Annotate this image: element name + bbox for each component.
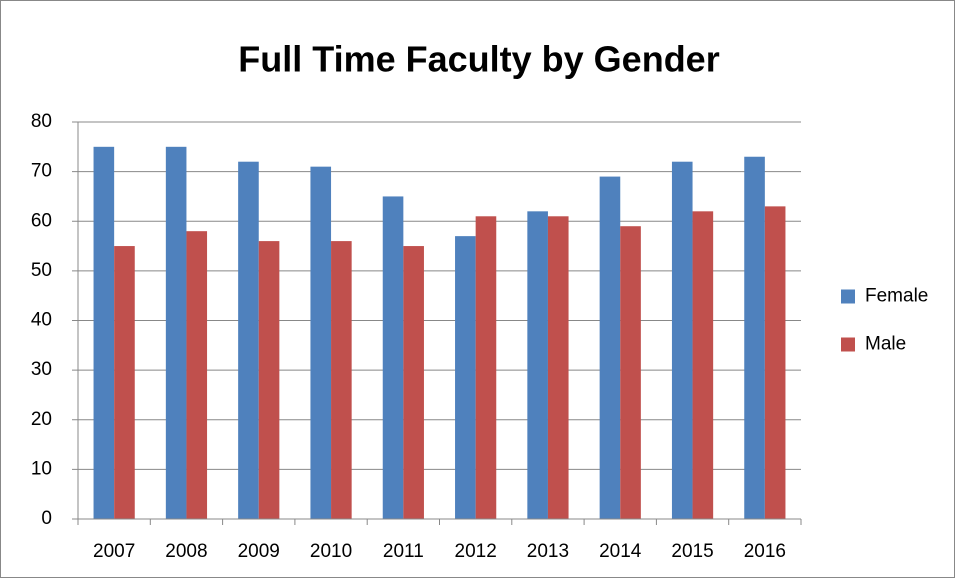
x-tick-label: 2007: [93, 541, 135, 562]
x-tick-label: 2016: [744, 541, 786, 562]
x-tick-label: 2015: [671, 541, 713, 562]
y-tick-label: 30: [31, 359, 52, 380]
legend-label: Female: [865, 286, 928, 307]
y-tick-label: 0: [41, 508, 52, 529]
y-tick-label: 50: [31, 260, 52, 281]
x-tick-label: 2014: [599, 541, 642, 562]
x-tick-label: 2013: [527, 541, 569, 562]
bar: [186, 231, 208, 520]
y-tick-label: 60: [31, 210, 52, 231]
y-tick-label: 40: [31, 310, 52, 331]
chart-title: Full Time Faculty by Gender: [238, 39, 719, 80]
bar: [475, 216, 497, 519]
x-tick-label: 2009: [238, 541, 280, 562]
x-tick-label: 2011: [383, 541, 424, 562]
bar: [310, 166, 332, 519]
legend-swatch: [841, 289, 855, 304]
bar: [238, 161, 259, 519]
bar: [258, 241, 280, 519]
bar: [403, 246, 424, 519]
bar: [764, 206, 786, 520]
bar: [527, 211, 548, 519]
y-tick-label: 70: [31, 161, 52, 182]
bar: [114, 246, 135, 519]
y-tick-label: 20: [31, 409, 52, 430]
bar: [93, 146, 115, 519]
y-tick-label: 10: [31, 458, 52, 479]
y-tick-label: 80: [31, 111, 52, 132]
x-tick-label: 2012: [455, 541, 497, 562]
x-tick-label: 2008: [165, 541, 207, 562]
bar: [599, 176, 621, 519]
bar: [547, 216, 569, 519]
bar: [620, 226, 641, 519]
bar: [692, 211, 714, 519]
bar: [671, 161, 693, 519]
x-tick-label: 2010: [310, 541, 352, 562]
bar: [744, 156, 765, 520]
bar: [165, 146, 187, 519]
legend-swatch: [841, 337, 855, 352]
legend-label: Male: [865, 334, 906, 355]
bar: [455, 236, 476, 519]
bar: [331, 241, 352, 519]
bar: [382, 196, 404, 519]
